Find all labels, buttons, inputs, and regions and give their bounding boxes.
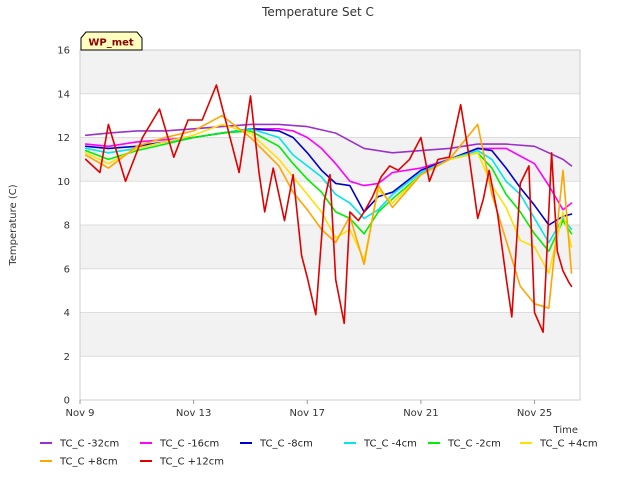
legend-label: TC_C -8cm: [259, 439, 313, 450]
legend-label: TC_C -32cm: [59, 439, 119, 450]
legend-label: TC_C -2cm: [447, 439, 501, 450]
background-band: [80, 312, 580, 357]
badge-shape: [80, 31, 143, 51]
y-tick-label: 10: [57, 177, 70, 188]
y-tick-label: 6: [64, 264, 70, 275]
y-tick-label: 16: [57, 46, 70, 57]
y-tick-label: 14: [57, 89, 70, 100]
badge-label: WP_met: [88, 38, 134, 49]
legend-label: TC_C +4cm: [539, 439, 598, 450]
plot-frame: [79, 49, 581, 401]
background-band: [80, 225, 580, 269]
legend-item: TC_C -4cm: [344, 439, 417, 450]
y-tick-label: 12: [57, 133, 70, 144]
y-tick-label: 2: [64, 352, 70, 363]
y-tick-label: 8: [64, 221, 70, 232]
legend-item: TC_C -2cm: [428, 439, 501, 450]
wp-met-badge: WP_met: [80, 31, 143, 51]
series-line: [84, 84, 573, 334]
legend-item: TC_C -8cm: [240, 439, 313, 450]
series-line: [84, 114, 573, 309]
legend-item: TC_C +12cm: [140, 457, 224, 468]
background-band: [80, 50, 580, 94]
x-axis-ticks: Nov 9 Nov 13 Nov 17 Nov 21 Nov 25: [65, 400, 552, 419]
legend-item: TC_C +4cm: [520, 439, 598, 450]
x-tick-label: Nov 25: [517, 408, 552, 419]
legend-label: TC_C -4cm: [363, 439, 417, 450]
y-axis-title: Temperature (C): [8, 184, 19, 266]
y-tick-label: 0: [64, 396, 70, 407]
x-tick-label: Nov 17: [290, 408, 325, 419]
legend-item: TC_C -16cm: [140, 439, 219, 450]
series-line: [84, 123, 573, 274]
legend-label: TC_C +12cm: [159, 457, 224, 468]
chart-title: Temperature Set C: [261, 5, 374, 19]
legend-label: TC_C +8cm: [59, 457, 118, 468]
legend-item: TC_C +8cm: [40, 457, 118, 468]
legend-label: TC_C -16cm: [159, 439, 219, 450]
x-tick-label: Nov 21: [403, 408, 438, 419]
x-tick-label: Nov 9: [65, 408, 94, 419]
legend: TC_C -32cm TC_C -16cm TC_C -8cm TC_C -4cm TC…: [40, 439, 598, 468]
series-line-layer: [84, 84, 573, 334]
x-tick-label: Nov 13: [176, 408, 211, 419]
x-axis-title: Time: [553, 425, 578, 436]
y-tick-label: 4: [64, 308, 70, 319]
legend-item: TC_C -32cm: [40, 439, 119, 450]
y-axis-ticks: 0 2 4 6 8 10 12 14 16: [57, 46, 70, 407]
